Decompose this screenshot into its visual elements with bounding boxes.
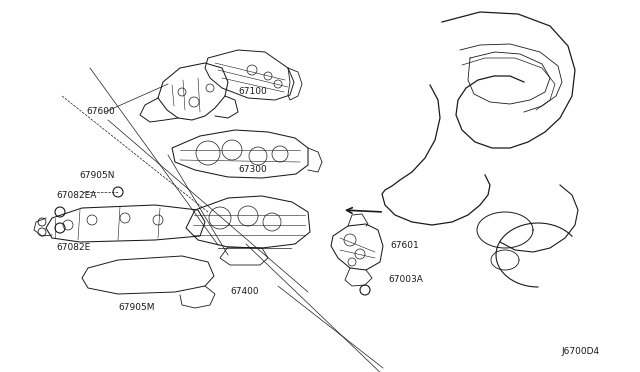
Text: 67003A: 67003A xyxy=(388,276,423,285)
Text: 67905M: 67905M xyxy=(118,304,154,312)
Text: J6700D4: J6700D4 xyxy=(562,347,600,356)
Text: 67400: 67400 xyxy=(230,288,259,296)
Text: 67082EA: 67082EA xyxy=(56,192,97,201)
Text: 67100: 67100 xyxy=(238,87,267,96)
Text: 67601: 67601 xyxy=(390,241,419,250)
Text: 67082E: 67082E xyxy=(56,244,90,253)
Text: 67300: 67300 xyxy=(238,166,267,174)
Text: 67905N: 67905N xyxy=(79,170,115,180)
Text: 67600: 67600 xyxy=(86,108,115,116)
